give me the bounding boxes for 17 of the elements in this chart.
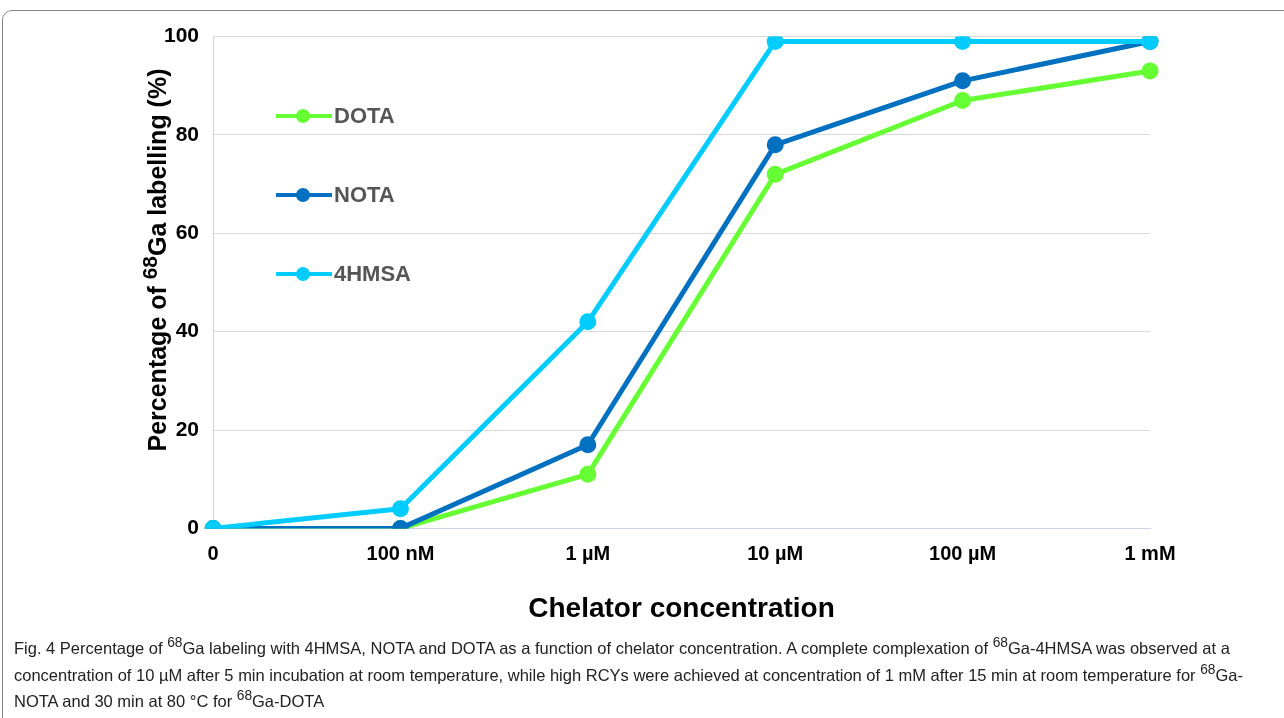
y-tick-label: 80 <box>175 121 200 145</box>
x-axis-title: Chelator concentration <box>528 591 835 623</box>
x-tick-label: 10 µM <box>747 541 804 564</box>
x-tick-label: 1 mM <box>1124 541 1176 564</box>
text: Fig. 4 Percentage of $^{68}$Ga labeling with 4HMSA, NOTA and DOTA as a function of chelator concentration. A complete complexation of $^{68}$Ga-4HMSA was observed at a concentration of 10 µM after 5 min incubation at room temperature, while high RCYs were achieved at concentration of 1 mM after 15 min at room temperature for $^{68}$Ga-NOTA and 30 min at 80 °C for $^{68}$Ga-DOTA <box>14 635 1243 710</box>
y-tick-label: 20 <box>175 416 200 440</box>
legend-label: NOTA <box>334 182 395 208</box>
x-tick-label: 100 nM <box>366 541 435 564</box>
x-tick-label: 1 µM <box>565 541 611 564</box>
y-tick-label: 100 <box>163 23 200 47</box>
x-tick-label: 100 µM <box>929 541 997 564</box>
x-tick-label: 0 <box>207 541 219 564</box>
legend-label: DOTA <box>334 103 395 129</box>
legend-label: 4HMSA <box>334 261 412 287</box>
y-tick-label: 0 <box>187 515 200 539</box>
y-tick-label: 60 <box>175 220 200 244</box>
y-tick-label: 40 <box>175 318 200 342</box>
